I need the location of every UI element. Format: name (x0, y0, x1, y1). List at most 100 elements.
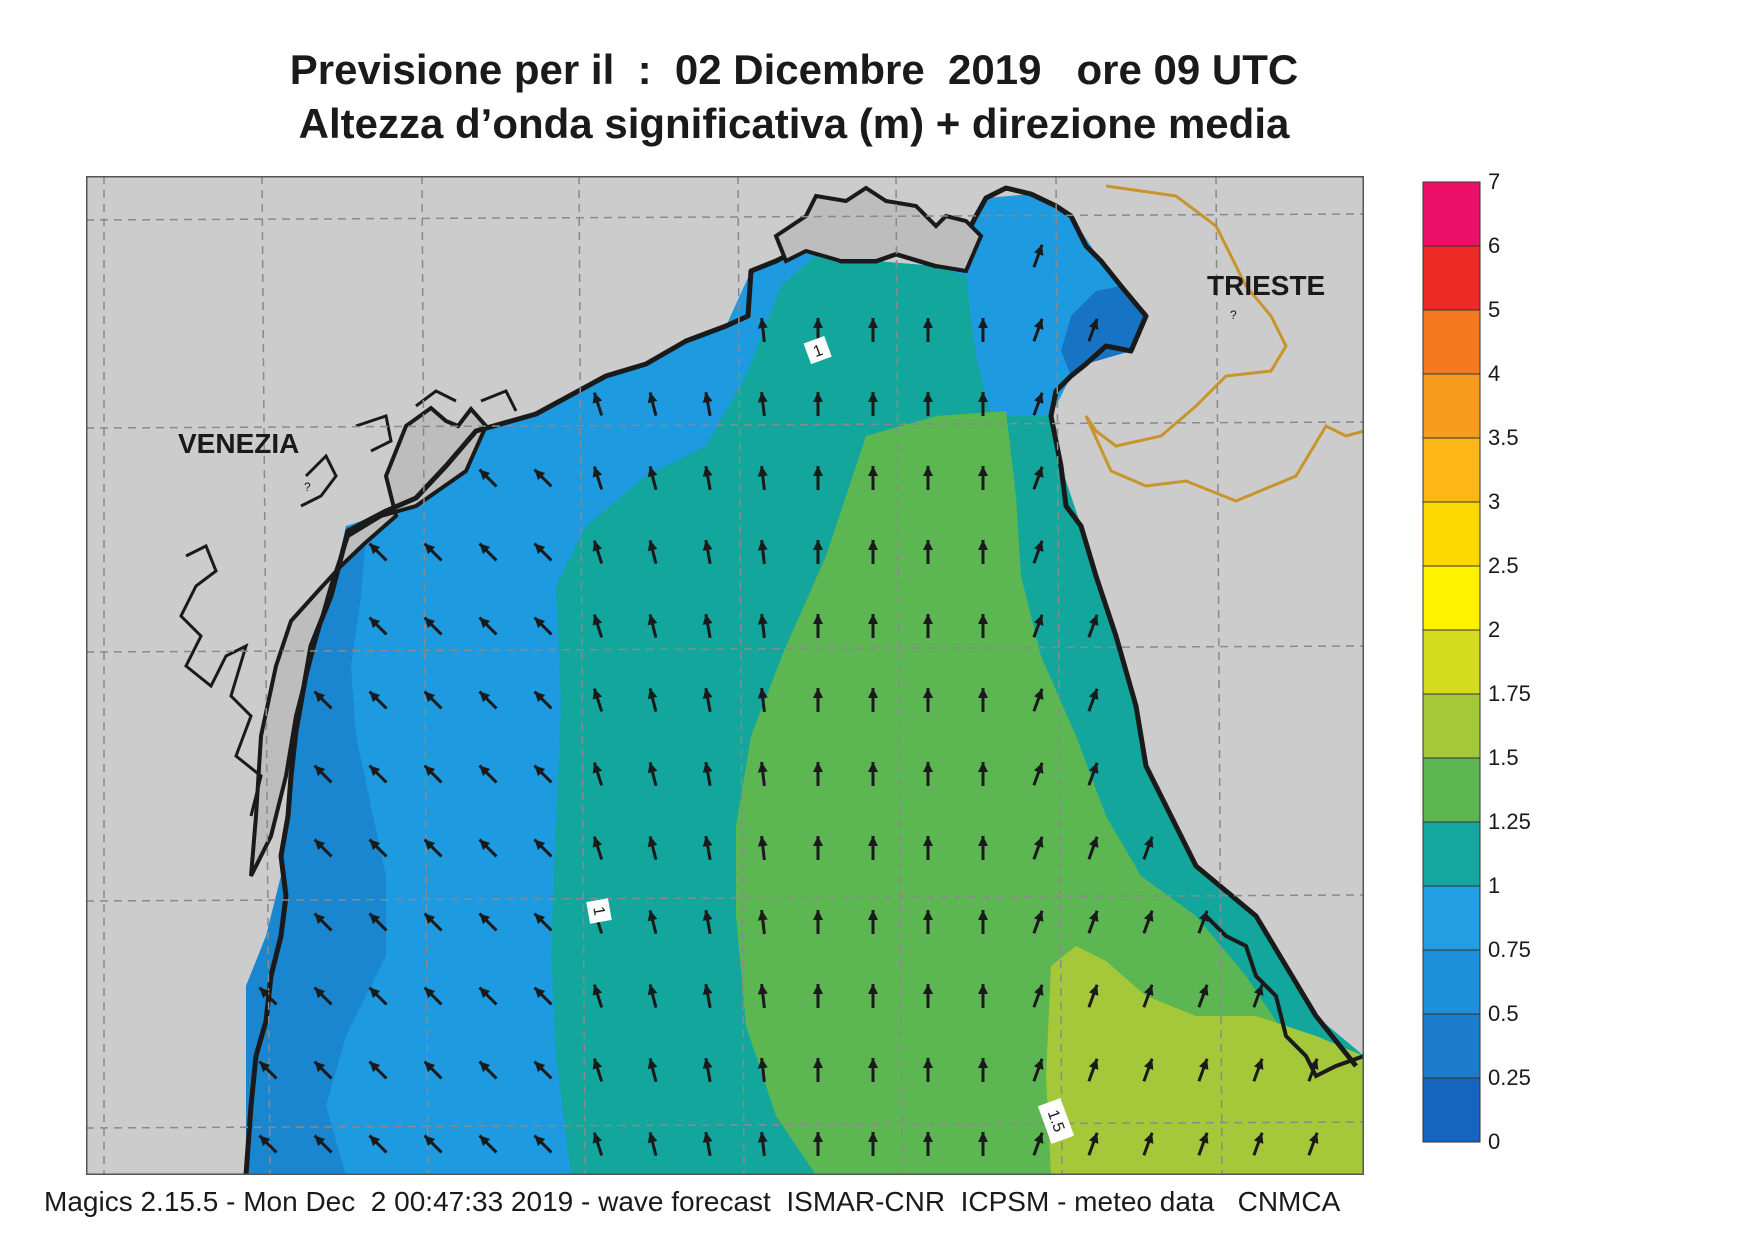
wave-direction-arrowhead (647, 688, 658, 700)
wave-direction-arrowhead (592, 762, 603, 774)
wave-direction-arrowhead (534, 469, 546, 481)
wave-direction-arrowhead (592, 540, 603, 552)
lagoon-channels (179, 543, 263, 817)
wave-direction-arrowhead (1143, 910, 1154, 922)
wave-direction-arrowhead (813, 1058, 823, 1068)
wave-direction-arrowhead (592, 614, 603, 626)
wave-direction-arrowhead (757, 836, 768, 847)
legend-tick-label: 2 (1488, 617, 1500, 642)
istria-coast (1204, 914, 1364, 1079)
wave-direction-arrowhead (1088, 910, 1099, 922)
wave-direction-arrowhead (978, 614, 988, 624)
wave-direction-arrowhead (923, 762, 933, 772)
wave-direction-arrowhead (369, 691, 381, 703)
wave-direction-arrowhead (978, 466, 988, 476)
legend-tick-label: 2.5 (1488, 553, 1519, 578)
wave-direction-arrowhead (1033, 910, 1044, 922)
wave-direction-arrowhead (923, 540, 933, 550)
wave-height-map: VENEZIA ? TRIESTE ? 1 1 1.5 (86, 176, 1364, 1175)
wave-direction-arrowhead (592, 836, 603, 848)
legend-tick-label: 1.25 (1488, 809, 1531, 834)
wave-direction-arrowhead (702, 466, 713, 477)
wave-direction-arrowhead (702, 540, 713, 551)
wave-direction-arrowhead (479, 987, 491, 999)
wave-direction-arrowhead (1033, 984, 1044, 996)
band-0.25 (1061, 286, 1146, 376)
wave-direction-arrowhead (1033, 1058, 1044, 1070)
band-0.5 (246, 526, 386, 1175)
wave-direction-arrowhead (369, 617, 381, 629)
wave-direction-arrowhead (1088, 688, 1099, 700)
wave-direction-arrowhead (314, 1061, 326, 1073)
wave-direction-arrowhead (1088, 762, 1099, 774)
wave-direction-arrowhead (592, 466, 603, 478)
svg-text:1: 1 (589, 905, 607, 917)
city-marker-venezia: ? (304, 480, 311, 494)
wave-direction-arrowhead (534, 691, 546, 703)
wave-direction-arrowhead (702, 836, 713, 847)
wave-direction-arrowhead (647, 1132, 658, 1144)
wave-direction-arrowhead (757, 614, 768, 625)
wave-direction-arrowhead (923, 688, 933, 698)
wave-direction-arrowhead (813, 318, 823, 328)
wave-direction-arrowhead (813, 540, 823, 550)
wave-direction-arrowhead (534, 543, 546, 555)
wave-direction-arrowhead (868, 318, 878, 328)
wave-direction-arrowhead (868, 984, 878, 994)
legend-tick-label: 5 (1488, 297, 1500, 322)
wave-direction-arrowhead (314, 913, 326, 925)
wave-direction-arrowhead (757, 688, 768, 699)
wave-direction-arrowhead (923, 466, 933, 476)
wave-direction-arrowhead (923, 614, 933, 624)
legend-swatch (1422, 565, 1481, 631)
color-legend: 0 0.25 0.5 0.75 1 1.25 1.5 1.75 2 2.5 3 3.5 4 5 6 7 (1422, 170, 1531, 1150)
wave-direction-arrowhead (868, 540, 878, 550)
wave-direction-arrowhead (757, 540, 768, 551)
wave-direction-arrowhead (1198, 1132, 1209, 1144)
legend-swatch (1422, 629, 1481, 695)
wave-direction-arrowhead (647, 984, 658, 996)
wave-direction-arrowhead (592, 392, 603, 404)
wave-direction-arrowhead (1033, 318, 1044, 330)
wave-direction-arrowhead (534, 987, 546, 999)
wave-direction-arrowhead (1033, 244, 1044, 256)
legend-tick-label: 3 (1488, 489, 1500, 514)
wave-direction-arrowhead (868, 836, 878, 846)
wave-direction-arrowhead (1143, 1132, 1154, 1144)
legend-tick-label: 1.5 (1488, 745, 1519, 770)
wave-direction-arrowhead (369, 765, 381, 777)
wave-direction-arrowhead (369, 913, 381, 925)
wave-direction-arrowhead (259, 1135, 271, 1147)
wave-direction-arrowhead (978, 392, 988, 402)
legend-tick-label: 7 (1488, 170, 1500, 194)
wave-direction-arrowhead (868, 762, 878, 772)
wave-direction-arrowhead (314, 1135, 326, 1147)
border-line (1084, 184, 1364, 503)
wave-direction-arrowhead (1143, 984, 1154, 996)
wave-direction-arrowhead (259, 1061, 271, 1073)
legend-tick-label: 0.25 (1488, 1065, 1531, 1090)
wave-direction-arrowhead (1143, 836, 1154, 848)
legend-swatch (1422, 1013, 1481, 1079)
wave-direction-arrowhead (978, 762, 988, 772)
wave-direction-arrowhead (424, 543, 436, 555)
wave-direction-arrowhead (1033, 466, 1044, 478)
wave-direction-arrowhead (534, 617, 546, 629)
svg-text:1.5: 1.5 (1044, 1108, 1068, 1135)
band-1.25 (736, 411, 1364, 1175)
wave-direction-arrowhead (647, 392, 658, 404)
wave-direction-arrowhead (479, 691, 491, 703)
wave-direction-arrowhead (1253, 1058, 1264, 1070)
wave-direction-arrowhead (647, 910, 658, 922)
wave-direction-arrowhead (813, 466, 823, 476)
wave-direction-arrowhead (592, 1058, 603, 1070)
legend-tick-label: 0.5 (1488, 1001, 1519, 1026)
wave-direction-arrowhead (757, 1132, 768, 1143)
wave-direction-arrowhead (479, 617, 491, 629)
wave-direction-arrowhead (813, 910, 823, 920)
wave-direction-arrowhead (978, 836, 988, 846)
legend-tick-label: 1.75 (1488, 681, 1531, 706)
wave-direction-arrowhead (647, 614, 658, 626)
legend-swatch (1422, 245, 1481, 311)
wave-direction-arrowhead (424, 839, 436, 851)
